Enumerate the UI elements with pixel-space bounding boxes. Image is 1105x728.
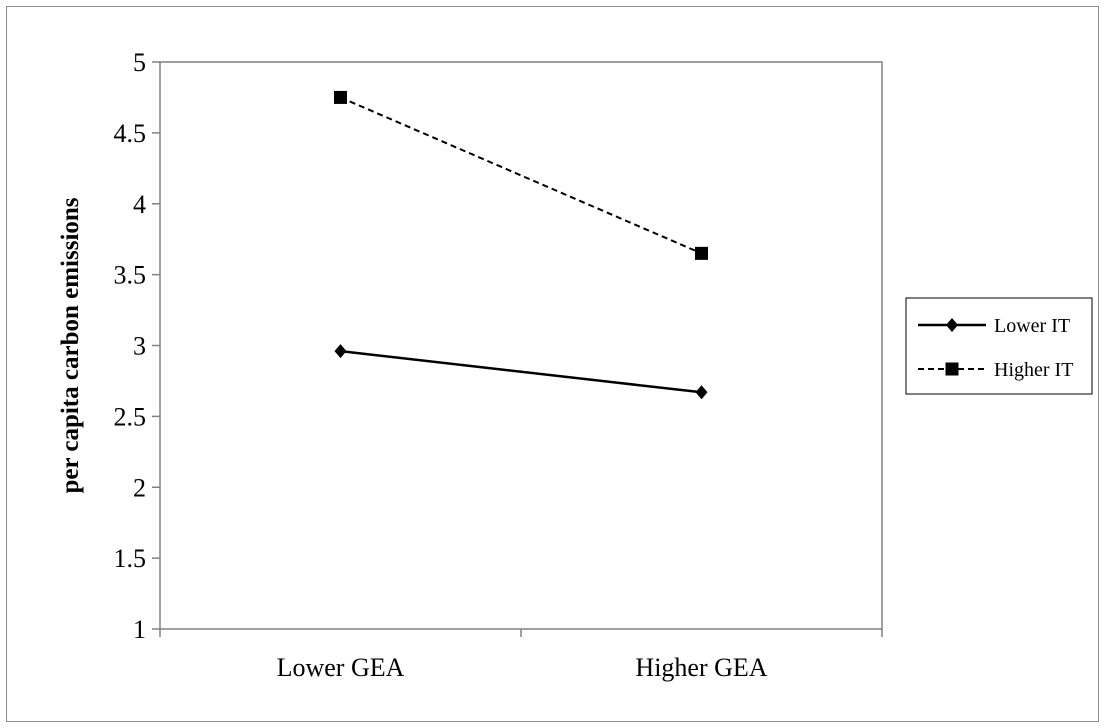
series-layer — [334, 90, 708, 400]
y-tick-label: 4.5 — [114, 119, 147, 148]
x-tick-label: Lower GEA — [277, 653, 405, 682]
y-tick-label: 2 — [133, 473, 146, 502]
y-tick-label: 1.5 — [114, 544, 147, 573]
data-point-square-marker — [695, 246, 708, 260]
legend-entry: Lower IT — [918, 315, 1070, 337]
legend: Lower IT Higher IT — [905, 297, 1093, 395]
y-tick-label: 3.5 — [114, 261, 147, 290]
y-axis: 1 1.5 2 2.5 3 3.5 4 4.5 5 — [114, 48, 160, 644]
x-axis: Lower GEA Higher GEA — [159, 629, 883, 682]
legend-diamond-marker — [946, 318, 958, 332]
y-tick-label: 2.5 — [114, 402, 147, 431]
legend-label: Lower IT — [994, 315, 1070, 337]
legend-entry: Higher IT — [918, 359, 1073, 381]
y-tick-label: 5 — [133, 48, 146, 77]
data-point-square-marker — [334, 90, 347, 104]
legend-box — [905, 297, 1093, 395]
y-tick-label: 4 — [133, 190, 146, 219]
x-tick-label: Higher GEA — [635, 653, 767, 682]
data-point-diamond-marker — [695, 385, 708, 400]
legend-square-marker — [945, 362, 959, 376]
series-higher-it — [334, 90, 708, 260]
y-axis-title: per capita carbon emissions — [57, 197, 84, 493]
data-point-diamond-marker — [334, 344, 347, 359]
series-line — [340, 349, 702, 394]
series-lower-it — [334, 344, 708, 400]
y-tick-label: 1 — [133, 615, 146, 644]
series-line — [340, 96, 702, 255]
y-tick-label: 3 — [133, 332, 146, 361]
legend-label: Higher IT — [994, 359, 1073, 381]
